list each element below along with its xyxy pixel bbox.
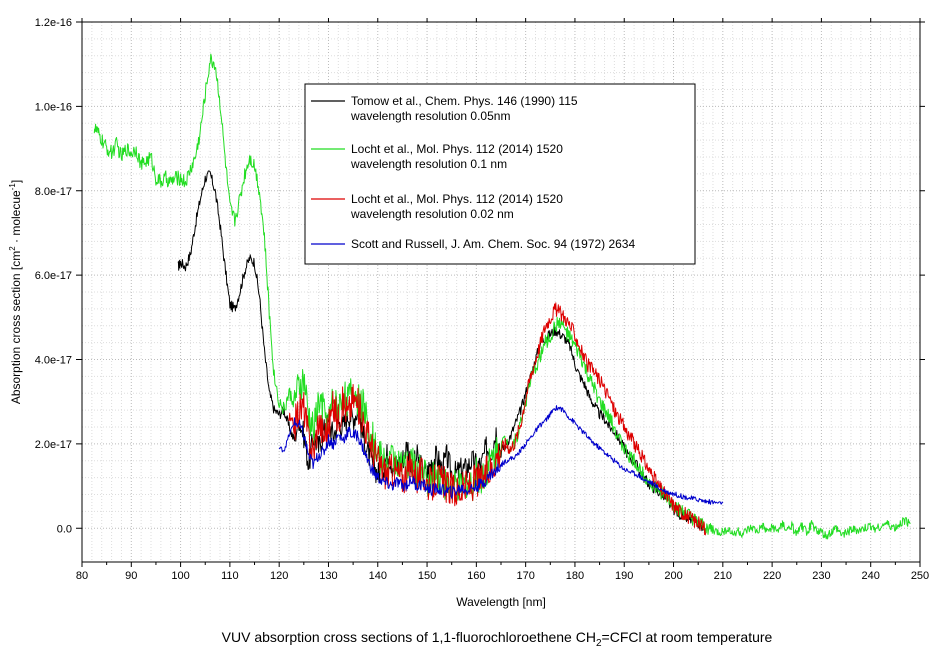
- legend-label-scott: Scott and Russell, J. Am. Chem. Soc. 94 …: [351, 237, 635, 251]
- x-tick-label: 130: [319, 570, 337, 582]
- y-tick-label: 6.0e-17: [35, 270, 72, 282]
- x-tick-label: 240: [862, 570, 880, 582]
- y-axis-label-part-1: Absorption cross section [cm: [9, 251, 23, 404]
- figure-caption: VUV absorption cross sections of 1,1-flu…: [222, 629, 773, 649]
- legend-label-locht-0.1nm: Locht et al., Mol. Phys. 112 (2014) 1520: [351, 142, 563, 156]
- y-tick-label: 4.0e-17: [35, 355, 72, 367]
- legend-label-tomow-resolution: wavelength resolution 0.05nm: [350, 109, 510, 123]
- legend-label-locht-0.02nm-resolution: wavelength resolution 0.02 nm: [350, 207, 514, 221]
- x-tick-label: 180: [566, 570, 584, 582]
- x-tick-label: 80: [76, 570, 88, 582]
- y-axis-label-sup-1: 2: [8, 246, 17, 251]
- y-tick-label: 8.0e-17: [35, 186, 72, 198]
- y-axis-label-part-3: ]: [9, 180, 23, 183]
- x-tick-label: 140: [369, 570, 387, 582]
- legend-label-tomow: Tomow et al., Chem. Phys. 146 (1990) 115: [351, 94, 578, 108]
- caption-subscript: 2: [596, 638, 602, 649]
- y-axis-label-part-2: · molecue: [9, 190, 23, 246]
- y-tick-label: 1.0e-16: [35, 101, 72, 113]
- x-axis-ticks: 80 90 100 110 120 130 140 150 160 170 180 190 200 210…: [76, 18, 929, 582]
- x-tick-label: 110: [221, 570, 239, 582]
- y-tick-label: 2.0e-17: [35, 439, 72, 451]
- x-tick-label: 220: [763, 570, 781, 582]
- legend-label-locht-0.02nm: Locht et al., Mol. Phys. 112 (2014) 1520: [351, 192, 563, 206]
- x-tick-label: 200: [664, 570, 682, 582]
- x-tick-label: 230: [812, 570, 830, 582]
- x-tick-label: 160: [467, 570, 485, 582]
- y-axis-ticks: 0.0 2.0e-17 4.0e-17 6.0e-17 8.0e-17 1.0e-16 1.…: [35, 17, 925, 535]
- y-axis-label-sup-2: -1: [8, 183, 17, 191]
- series-line-3: [278, 405, 724, 505]
- x-axis-label: Wavelength [nm]: [456, 595, 546, 609]
- y-tick-label: 1.2e-16: [35, 17, 72, 29]
- x-tick-label: 90: [125, 570, 137, 582]
- legend: Tomow et al., Chem. Phys. 146 (1990) 115…: [304, 83, 696, 265]
- x-tick-label: 100: [171, 570, 189, 582]
- caption-part-2: =CFCl at room temperature: [602, 629, 773, 645]
- curves: [93, 53, 911, 540]
- x-tick-label: 170: [516, 570, 534, 582]
- x-tick-label: 250: [911, 570, 929, 582]
- x-tick-label: 210: [714, 570, 732, 582]
- y-tick-label: 0.0: [57, 523, 72, 535]
- legend-label-locht-0.1nm-resolution: wavelength resolution 0.1 nm: [350, 157, 507, 171]
- x-tick-label: 150: [418, 570, 436, 582]
- x-tick-label: 120: [270, 570, 288, 582]
- y-axis-label: Absorption cross section [cm2 · molecue-…: [8, 180, 23, 404]
- legend-box: [304, 83, 696, 265]
- x-tick-label: 190: [615, 570, 633, 582]
- caption-part-1: VUV absorption cross sections of 1,1-flu…: [222, 629, 596, 645]
- series-line-2: [288, 302, 707, 536]
